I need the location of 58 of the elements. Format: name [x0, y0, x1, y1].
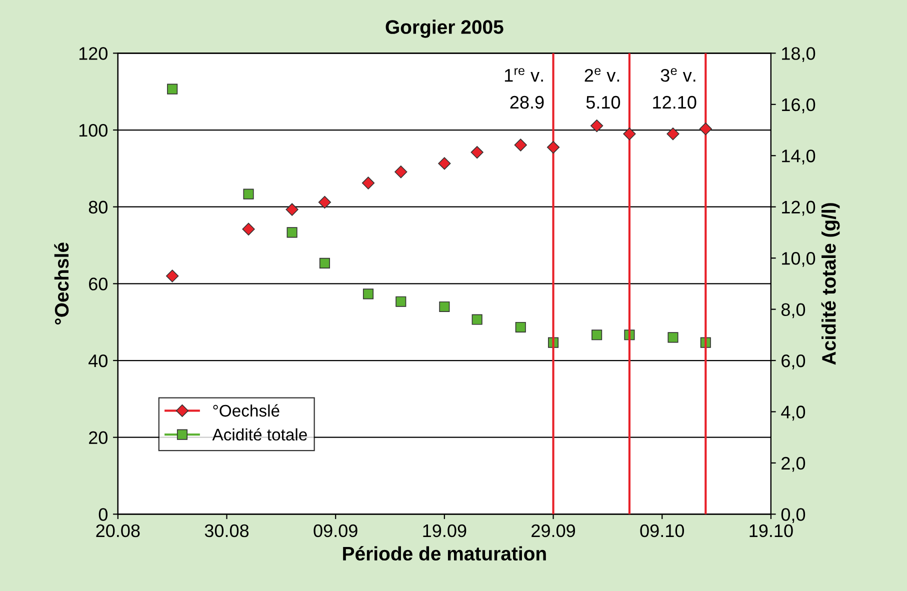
point	[319, 258, 330, 268]
point	[438, 157, 451, 170]
point	[396, 296, 406, 307]
point	[318, 196, 332, 209]
y-tick-label: 20	[89, 431, 108, 444]
y-tick-label: 40	[88, 354, 108, 368]
legend-label: Acidité totale	[212, 428, 307, 441]
y2-tick-label: 6,0	[782, 354, 806, 370]
point	[514, 138, 527, 152]
point	[286, 227, 298, 238]
x-tick-label: 19.09	[423, 524, 466, 538]
point	[470, 146, 484, 159]
y-tick-label: 0	[98, 508, 108, 521]
point	[668, 332, 678, 343]
point	[515, 322, 526, 332]
point	[394, 166, 408, 178]
ref-line-label: 2$^{e}$ v. 5.10	[584, 68, 620, 109]
x-axis-title: Période de maturation	[343, 546, 546, 561]
point	[242, 222, 255, 236]
y2-tick-label: 18,0	[782, 47, 816, 62]
chart-title: Gorgier 2005	[386, 20, 504, 38]
point	[592, 330, 602, 340]
point	[166, 270, 179, 282]
y2-tick-label: 8,0	[781, 303, 806, 318]
y-tick-label: 100	[79, 124, 108, 137]
y-tick-label: 80	[88, 200, 108, 214]
y2-tick-label: 0,0	[781, 508, 806, 524]
y2-tick-label: 16,0	[782, 98, 816, 114]
point	[623, 128, 636, 140]
point	[472, 314, 482, 325]
ref-line-label: 1$^{re}$ v. 28.9	[504, 68, 544, 109]
x-tick-label: 29.09	[532, 524, 576, 538]
y2-tick-label: 12,0	[782, 200, 816, 216]
point	[590, 119, 604, 132]
y2-tick-label: 4,0	[781, 406, 806, 421]
y2-tick-label: 14,0	[782, 150, 816, 164]
y-axis-title: °Oechslé	[54, 242, 69, 325]
point	[243, 188, 254, 200]
x-tick-label: 09.09	[314, 524, 358, 538]
legend-label: °Oechslé	[213, 404, 280, 417]
x-tick-label: 09.10	[640, 524, 684, 538]
x-tick-label: 30.08	[204, 524, 249, 538]
point	[167, 84, 178, 94]
y2-tick-label: 2,0	[782, 456, 806, 472]
point	[439, 301, 450, 312]
y-tick-label: 120	[79, 47, 108, 60]
point	[666, 128, 680, 140]
point	[699, 122, 712, 136]
y2-axis-title: Acidité totale (g/l)	[821, 203, 840, 365]
point	[286, 203, 298, 216]
point	[546, 140, 560, 154]
ref-line-label: 3$^{e}$ v. 12.10	[653, 68, 696, 109]
point	[362, 176, 375, 190]
x-tick-label: 19.10	[750, 524, 793, 538]
point	[362, 288, 374, 300]
y-tick-label: 60	[89, 278, 108, 290]
x-tick-label: 20.08	[96, 524, 140, 538]
y2-tick-label: 10,0	[782, 252, 816, 267]
